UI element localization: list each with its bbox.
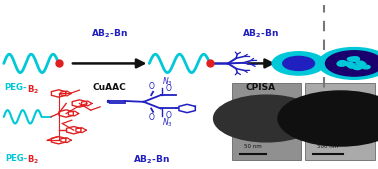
Circle shape — [338, 61, 347, 64]
Circle shape — [348, 64, 356, 68]
Text: CPISA: CPISA — [246, 83, 276, 92]
Circle shape — [318, 47, 378, 79]
Circle shape — [272, 52, 325, 75]
Circle shape — [348, 57, 356, 61]
Circle shape — [351, 58, 359, 62]
Text: O: O — [149, 113, 155, 122]
Text: $\mathbf{AB_2}$-Bn: $\mathbf{AB_2}$-Bn — [91, 28, 128, 40]
Text: PEG-: PEG- — [4, 83, 26, 92]
Circle shape — [347, 63, 355, 67]
Circle shape — [344, 62, 353, 66]
Text: 50 nm: 50 nm — [245, 143, 262, 149]
Text: $N_3$: $N_3$ — [162, 75, 172, 88]
Circle shape — [362, 65, 370, 69]
Circle shape — [353, 66, 361, 70]
Circle shape — [357, 64, 365, 68]
Circle shape — [283, 56, 314, 70]
Circle shape — [356, 61, 364, 65]
Circle shape — [358, 62, 366, 66]
Text: CuAAC: CuAAC — [93, 83, 127, 92]
Circle shape — [351, 57, 359, 60]
Text: $N_3$: $N_3$ — [162, 116, 172, 128]
Circle shape — [278, 91, 378, 146]
Text: $\mathbf{B_2}$: $\mathbf{B_2}$ — [27, 83, 40, 96]
Text: $\mathbf{AB_2}$-Bn: $\mathbf{AB_2}$-Bn — [133, 154, 170, 166]
Circle shape — [347, 57, 356, 61]
Bar — [305, 83, 375, 160]
Circle shape — [325, 51, 378, 76]
Text: O: O — [149, 82, 155, 91]
Circle shape — [337, 62, 345, 65]
Text: O: O — [165, 111, 171, 120]
Text: $\mathbf{AB_2}$-Bn: $\mathbf{AB_2}$-Bn — [242, 28, 279, 40]
Text: PEG-: PEG- — [6, 154, 28, 163]
Circle shape — [340, 62, 348, 65]
Text: $\mathbf{B_2}$: $\mathbf{B_2}$ — [27, 154, 39, 166]
Circle shape — [338, 63, 346, 66]
Text: 500 nm: 500 nm — [318, 143, 339, 149]
Bar — [232, 83, 301, 160]
Circle shape — [214, 95, 319, 142]
Text: O: O — [165, 84, 171, 93]
